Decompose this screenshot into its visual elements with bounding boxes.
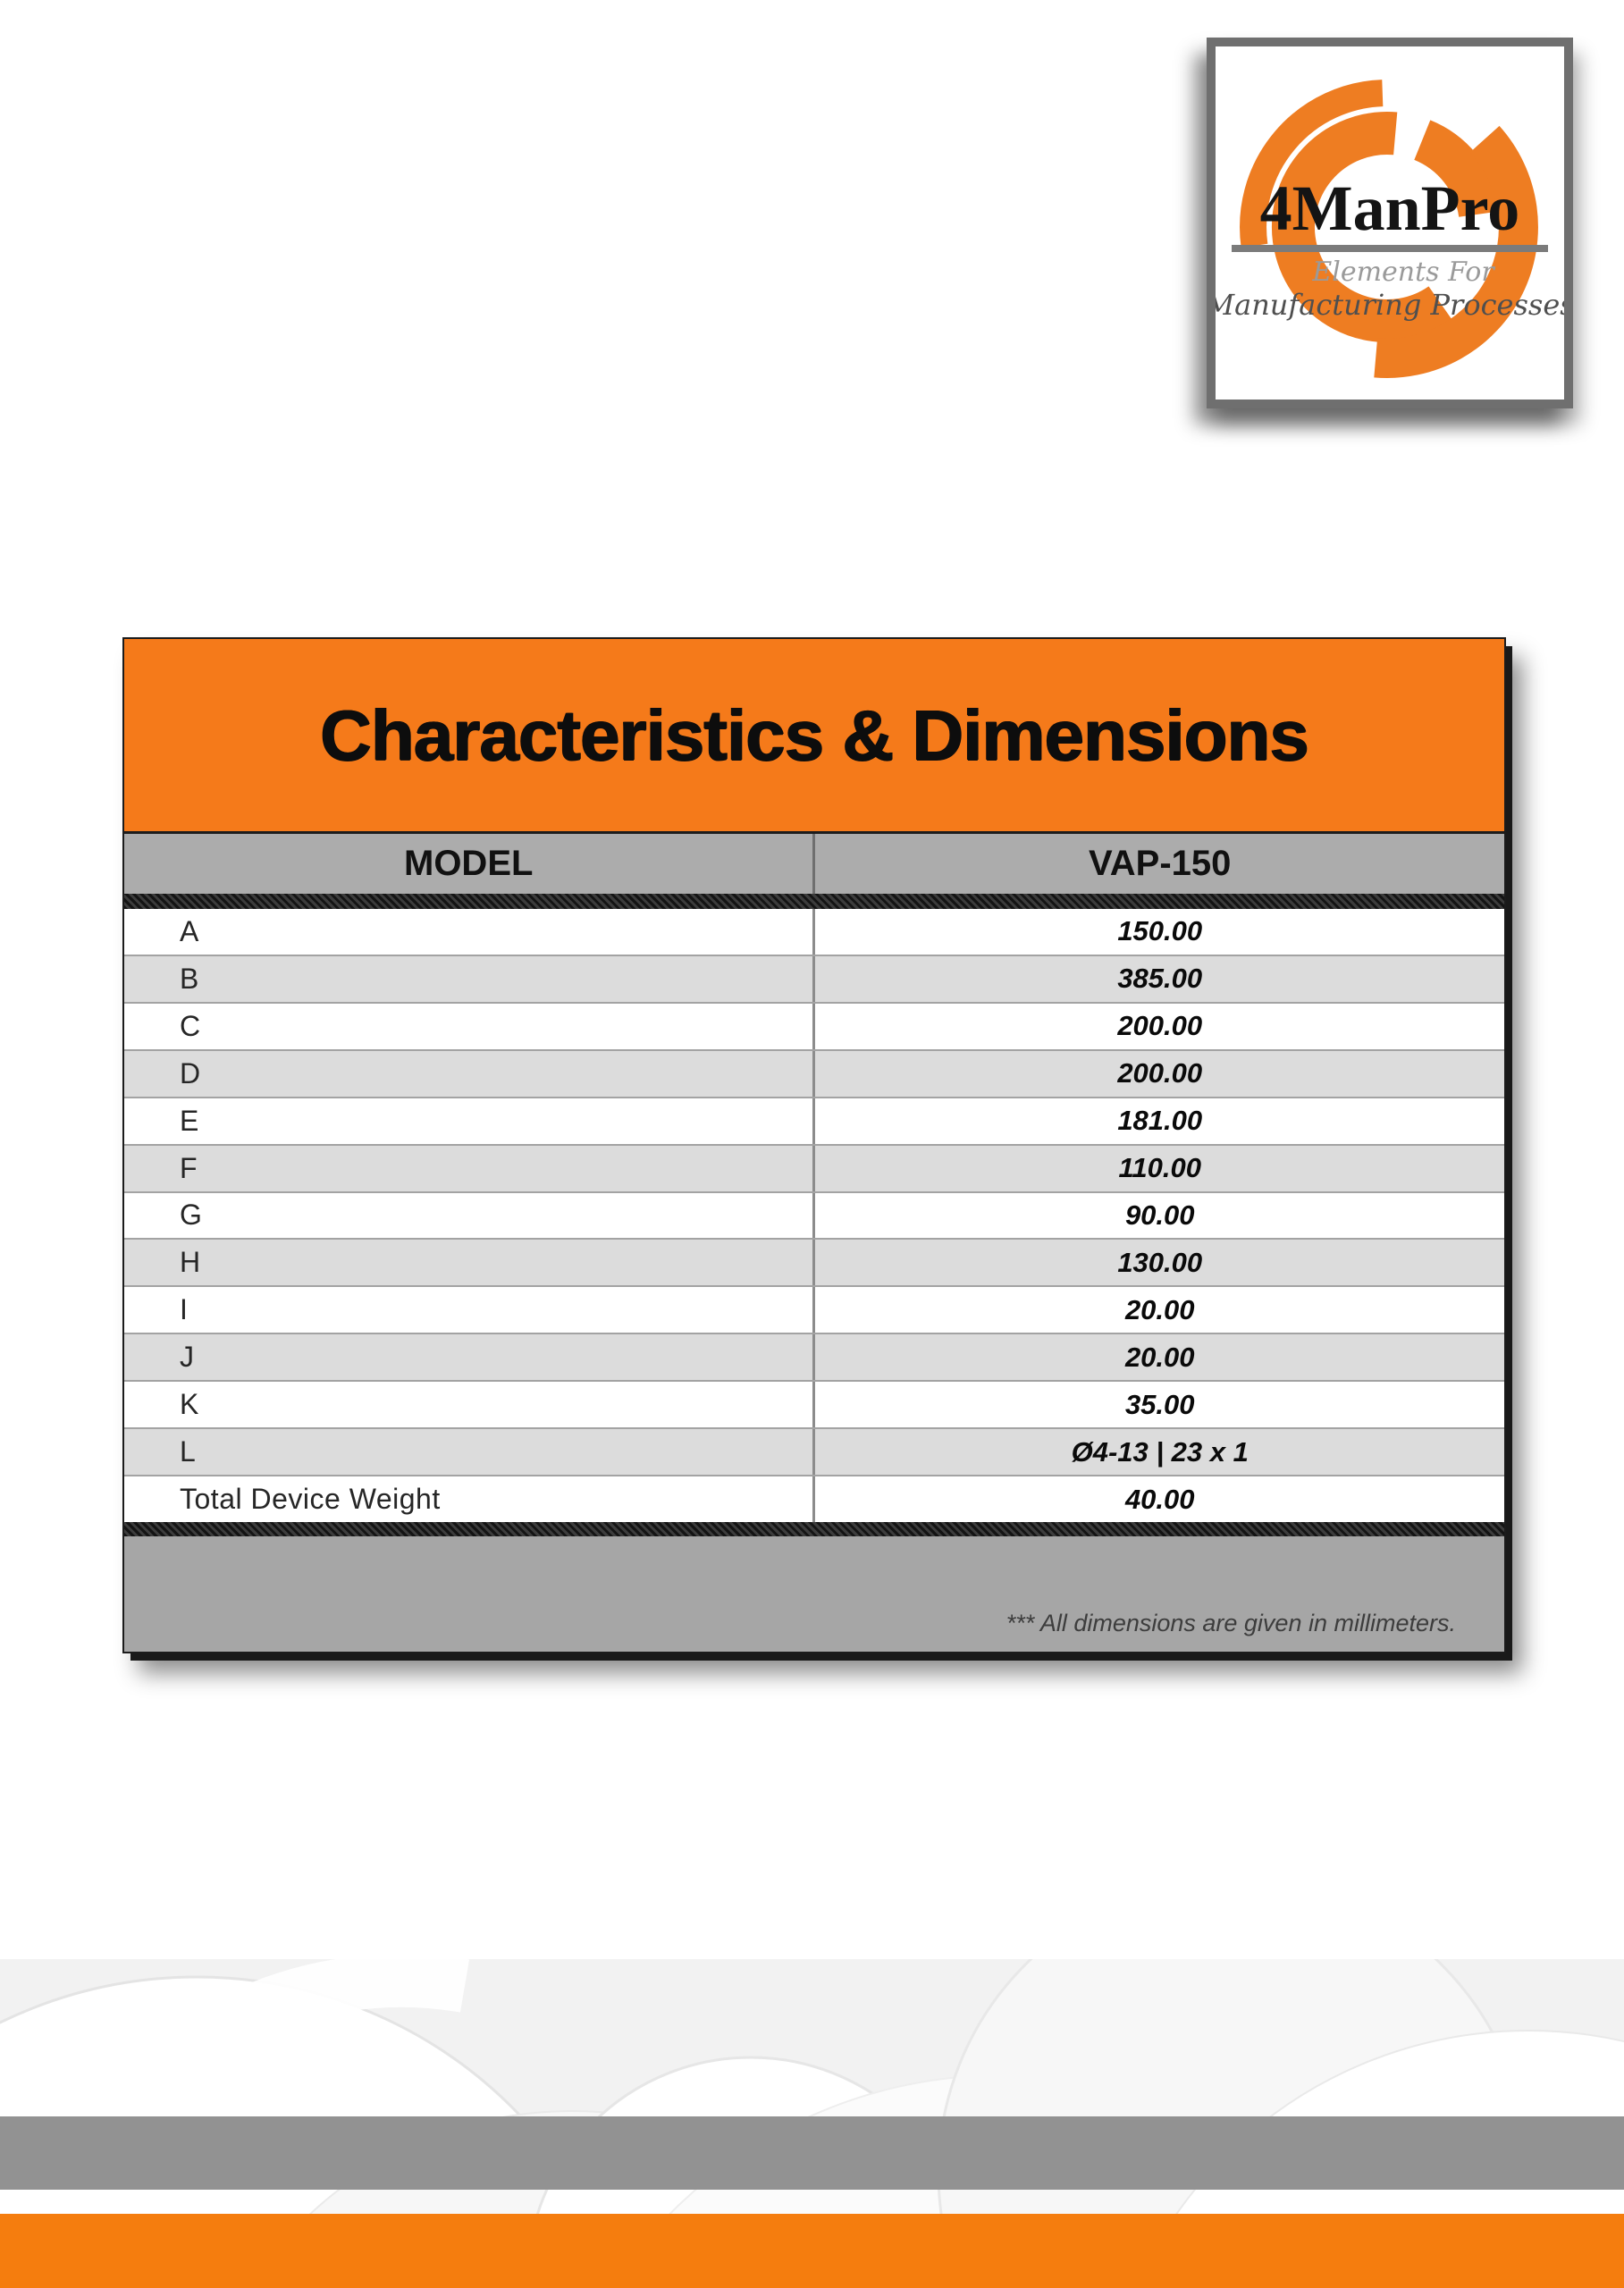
logo-arc-bottom-right [1374, 125, 1538, 378]
table-row: I 20.00 [124, 1285, 1504, 1333]
row-label: D [180, 1056, 201, 1089]
row-label: G [180, 1199, 203, 1232]
row-value: 130.00 [812, 1240, 1504, 1286]
row-value: Ø4-13 | 23 x 1 [812, 1429, 1504, 1476]
row-label: L [180, 1435, 197, 1468]
table-footer: *** All dimensions are given in millimet… [124, 1536, 1504, 1652]
row-label: J [180, 1341, 195, 1374]
table-row: B 385.00 [124, 954, 1504, 1002]
row-label: C [180, 1009, 201, 1042]
table-row: C 200.00 [124, 1001, 1504, 1049]
row-value: 90.00 [812, 1192, 1504, 1239]
row-value: 200.00 [812, 1050, 1504, 1097]
row-label: F [180, 1151, 198, 1184]
logo-arc-upper-right [1413, 120, 1502, 218]
row-value: 150.00 [812, 909, 1504, 955]
table-header-row: MODEL VAP-150 [124, 831, 1504, 894]
row-label: H [180, 1246, 201, 1279]
table-row: K 35.00 [124, 1380, 1504, 1428]
row-value: 20.00 [812, 1287, 1504, 1333]
row-label: K [180, 1388, 199, 1421]
table-row: H 130.00 [124, 1238, 1504, 1286]
row-value: 35.00 [812, 1382, 1504, 1428]
table-row: G 90.00 [124, 1190, 1504, 1239]
row-label: A [180, 914, 199, 947]
table-row: J 20.00 [124, 1333, 1504, 1381]
header-model-value: VAP-150 [812, 834, 1504, 894]
divider-band-top [124, 894, 1504, 909]
dimensions-footnote: *** All dimensions are given in millimet… [1006, 1610, 1456, 1636]
tagline-line2: Manufacturing Processes [1216, 288, 1564, 322]
row-value: 40.00 [812, 1476, 1504, 1522]
row-label: B [180, 962, 199, 995]
table-row: Total Device Weight 40.00 [124, 1475, 1504, 1522]
table-title-banner: Characteristics & Dimensions [124, 639, 1504, 831]
bottom-orange-band [0, 2214, 1624, 2288]
characteristics-table-card: Characteristics & Dimensions MODEL VAP-1… [122, 637, 1506, 1653]
brand-name: 4ManPro [1260, 172, 1520, 244]
logo-arc-outer-left [1240, 80, 1384, 248]
header-model-label: MODEL [404, 844, 534, 883]
divider-band-bottom [124, 1522, 1504, 1536]
row-value: 20.00 [812, 1334, 1504, 1381]
table-title: Characteristics & Dimensions [320, 694, 1309, 775]
bottom-gray-band [0, 2116, 1624, 2190]
row-value: 110.00 [812, 1145, 1504, 1191]
table-rows: A 150.00 B 385.00 C 200.00 D 200.00 E 181.00 F 110.… [124, 909, 1504, 1522]
tagline-line1: Elements For [1311, 257, 1495, 288]
logo-divider-rule [1232, 245, 1548, 252]
company-logo-icon: 4ManPro Elements For Manufacturing Proce… [1216, 80, 1564, 378]
table-row: L Ø4-13 | 23 x 1 [124, 1427, 1504, 1476]
row-label: I [180, 1293, 189, 1326]
table-row: D 200.00 [124, 1048, 1504, 1097]
row-label: E [180, 1104, 199, 1137]
table-row: A 150.00 [124, 909, 1504, 955]
row-value: 385.00 [812, 955, 1504, 1002]
row-value: 200.00 [812, 1003, 1504, 1049]
row-label: Total Device Weight [180, 1483, 441, 1516]
company-logo-card: 4ManPro Elements For Manufacturing Proce… [1207, 38, 1573, 408]
table-row: F 110.00 [124, 1143, 1504, 1191]
table-row: E 181.00 [124, 1096, 1504, 1144]
row-value: 181.00 [812, 1098, 1504, 1144]
